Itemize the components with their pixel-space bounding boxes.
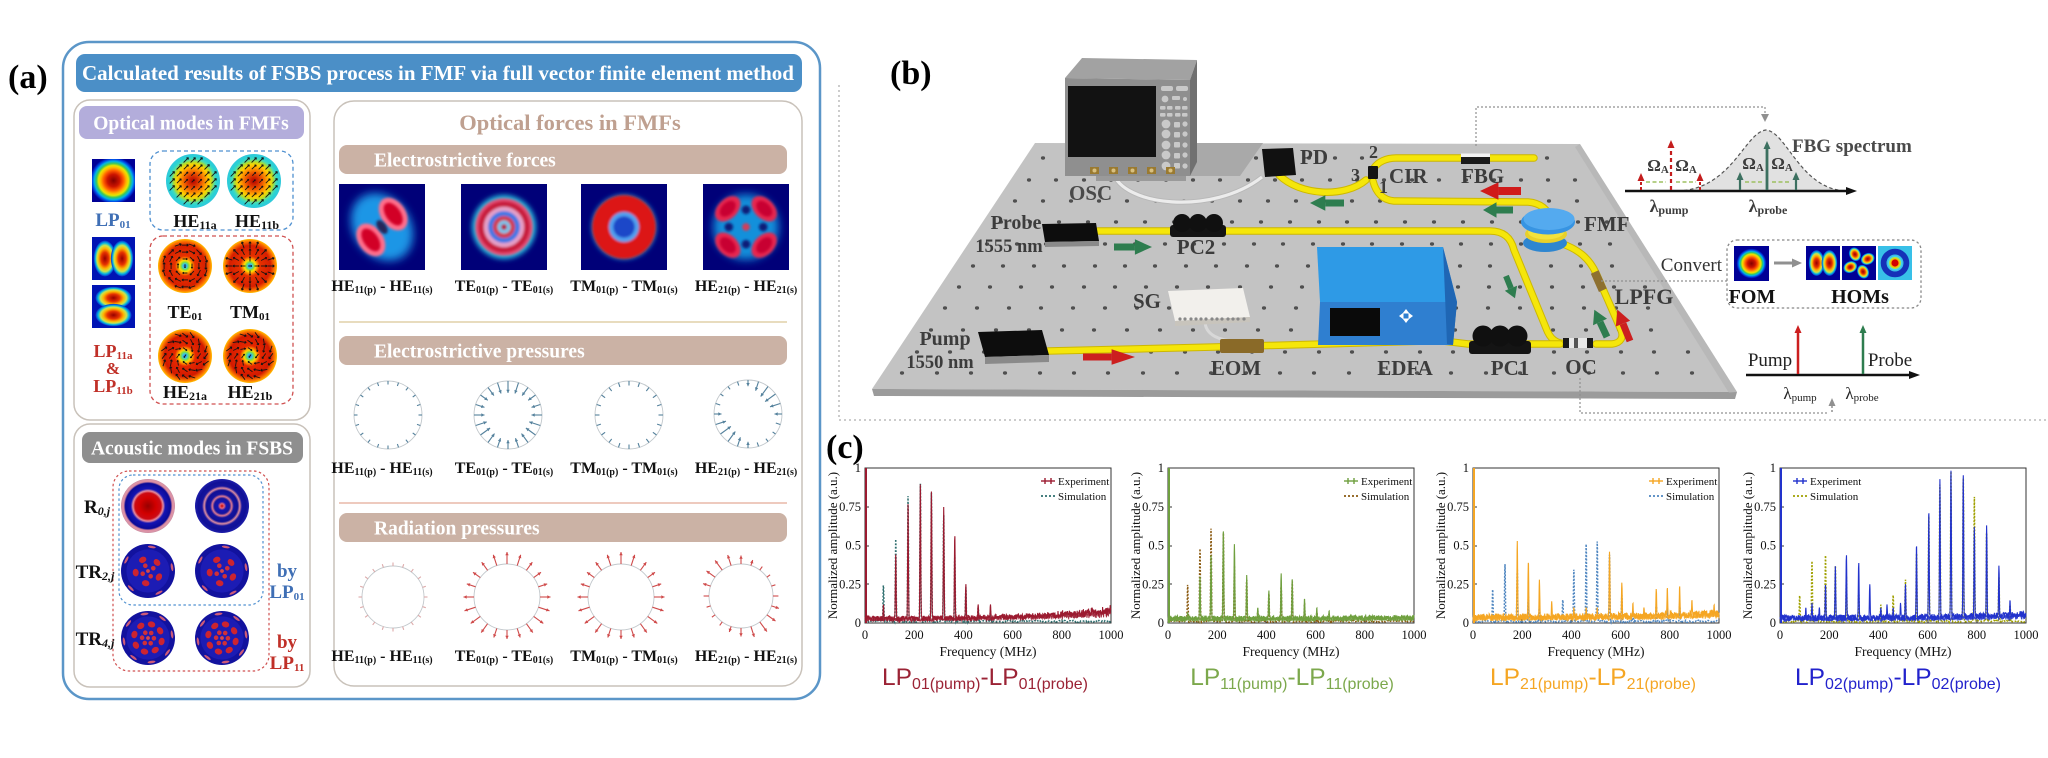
svg-text:400: 400 <box>954 628 973 642</box>
svg-text:0.25: 0.25 <box>1754 577 1776 591</box>
svg-text:Calculated results of FSBS pro: Calculated results of FSBS process in FM… <box>82 61 794 85</box>
svg-text:800: 800 <box>1967 628 1986 642</box>
svg-text:Simulation: Simulation <box>1058 491 1107 503</box>
svg-text:by: by <box>277 632 298 653</box>
svg-text:0.75: 0.75 <box>1142 500 1164 514</box>
svg-text:Frequency (MHz): Frequency (MHz) <box>1854 644 1951 659</box>
svg-text:FBG spectrum: FBG spectrum <box>1792 136 1912 157</box>
svg-text:0: 0 <box>1158 616 1164 630</box>
svg-text:LPFG: LPFG <box>1615 284 1674 309</box>
svg-text:Experiment: Experiment <box>1666 476 1717 488</box>
svg-text:(a): (a) <box>8 59 48 96</box>
svg-text:0.75: 0.75 <box>1447 500 1469 514</box>
svg-text:800: 800 <box>1355 628 1374 642</box>
svg-text:HOMs: HOMs <box>1831 286 1889 308</box>
svg-text:Frequency (MHz): Frequency (MHz) <box>1547 644 1644 659</box>
svg-text:200: 200 <box>1820 628 1839 642</box>
svg-text:0: 0 <box>1470 628 1476 642</box>
svg-text:0: 0 <box>862 628 868 642</box>
svg-text:0.25: 0.25 <box>839 577 861 591</box>
svg-text:Experiment: Experiment <box>1058 476 1109 488</box>
svg-text:1000: 1000 <box>1402 628 1427 642</box>
svg-text:PC2: PC2 <box>1177 235 1216 259</box>
svg-text:Normalized amplitude (a.u.): Normalized amplitude (a.u.) <box>1128 472 1143 619</box>
svg-text:400: 400 <box>1257 628 1276 642</box>
svg-text:0.25: 0.25 <box>1142 577 1164 591</box>
svg-text:1: 1 <box>1463 461 1469 475</box>
svg-text:Radiation pressures: Radiation pressures <box>374 519 540 540</box>
svg-text:PC1: PC1 <box>1491 356 1530 380</box>
svg-text:Simulation: Simulation <box>1666 491 1715 503</box>
svg-text:FOM: FOM <box>1729 286 1776 308</box>
svg-text:200: 200 <box>905 628 924 642</box>
svg-text:600: 600 <box>1306 628 1325 642</box>
svg-text:1550 nm: 1550 nm <box>906 353 974 373</box>
svg-text:SG: SG <box>1133 289 1161 313</box>
svg-text:PD: PD <box>1300 145 1328 169</box>
svg-text:Normalized amplitude (a.u.): Normalized amplitude (a.u.) <box>825 472 840 619</box>
svg-text:200: 200 <box>1208 628 1227 642</box>
svg-text:Simulation: Simulation <box>1810 491 1859 503</box>
svg-text:0.75: 0.75 <box>1754 500 1776 514</box>
svg-text:0.25: 0.25 <box>1447 577 1469 591</box>
svg-text:OC: OC <box>1565 355 1597 379</box>
svg-text:1000: 1000 <box>2014 628 2039 642</box>
svg-text:Electrostrictive pressures: Electrostrictive pressures <box>374 342 585 363</box>
svg-text:Experiment: Experiment <box>1810 476 1861 488</box>
svg-text:0: 0 <box>1770 616 1776 630</box>
svg-text:Optical modes in FMFs: Optical modes in FMFs <box>93 114 289 135</box>
svg-text:Optical forces in FMFs: Optical forces in FMFs <box>459 110 681 135</box>
svg-text:OSC: OSC <box>1069 181 1112 205</box>
svg-text:0.75: 0.75 <box>839 500 861 514</box>
svg-text:1: 1 <box>1379 177 1388 197</box>
svg-text:0.5: 0.5 <box>1453 539 1469 553</box>
svg-text:800: 800 <box>1052 628 1071 642</box>
svg-text:800: 800 <box>1660 628 1679 642</box>
svg-text:1: 1 <box>1158 461 1164 475</box>
svg-text:Frequency (MHz): Frequency (MHz) <box>1242 644 1339 659</box>
svg-text:Acoustic modes in FSBS: Acoustic modes in FSBS <box>91 439 293 460</box>
svg-text:FMF: FMF <box>1584 212 1629 236</box>
svg-text:0.5: 0.5 <box>845 539 861 553</box>
svg-text:Pump: Pump <box>919 328 970 350</box>
svg-text:Probe: Probe <box>1868 350 1912 371</box>
svg-text:0.5: 0.5 <box>1760 539 1776 553</box>
svg-text:0: 0 <box>855 616 861 630</box>
svg-text:0: 0 <box>1463 616 1469 630</box>
svg-text:Pump: Pump <box>1748 350 1792 371</box>
svg-text:Normalized amplitude (a.u.): Normalized amplitude (a.u.) <box>1740 472 1755 619</box>
svg-text:EDFA: EDFA <box>1377 356 1433 380</box>
svg-text:400: 400 <box>1869 628 1888 642</box>
svg-text:1: 1 <box>1770 461 1776 475</box>
svg-text:Convert: Convert <box>1661 255 1723 276</box>
svg-text:Frequency (MHz): Frequency (MHz) <box>939 644 1036 659</box>
svg-text:(b): (b) <box>890 55 932 92</box>
svg-text:0: 0 <box>1165 628 1171 642</box>
svg-text:600: 600 <box>1003 628 1022 642</box>
svg-text:200: 200 <box>1513 628 1532 642</box>
svg-text:EOM: EOM <box>1211 356 1261 380</box>
svg-text:Probe: Probe <box>991 212 1042 234</box>
svg-text:0.5: 0.5 <box>1148 539 1164 553</box>
svg-text:Experiment: Experiment <box>1361 476 1412 488</box>
svg-text:2: 2 <box>1369 142 1378 162</box>
svg-text:600: 600 <box>1918 628 1937 642</box>
svg-text:Electrostrictive forces: Electrostrictive forces <box>374 151 556 172</box>
svg-text:by: by <box>277 561 298 582</box>
svg-text:3: 3 <box>1351 165 1360 185</box>
svg-text:0: 0 <box>1777 628 1783 642</box>
svg-text:Normalized amplitude (a.u.): Normalized amplitude (a.u.) <box>1433 472 1448 619</box>
svg-text:1: 1 <box>855 461 861 475</box>
svg-text:&: & <box>106 359 120 378</box>
svg-text:1000: 1000 <box>1707 628 1732 642</box>
svg-text:400: 400 <box>1562 628 1581 642</box>
svg-text:CIR: CIR <box>1389 164 1428 188</box>
svg-text:Simulation: Simulation <box>1361 491 1410 503</box>
svg-text:600: 600 <box>1611 628 1630 642</box>
svg-text:1555 nm: 1555 nm <box>975 237 1043 257</box>
svg-text:(c): (c) <box>826 429 864 466</box>
svg-text:1000: 1000 <box>1099 628 1124 642</box>
